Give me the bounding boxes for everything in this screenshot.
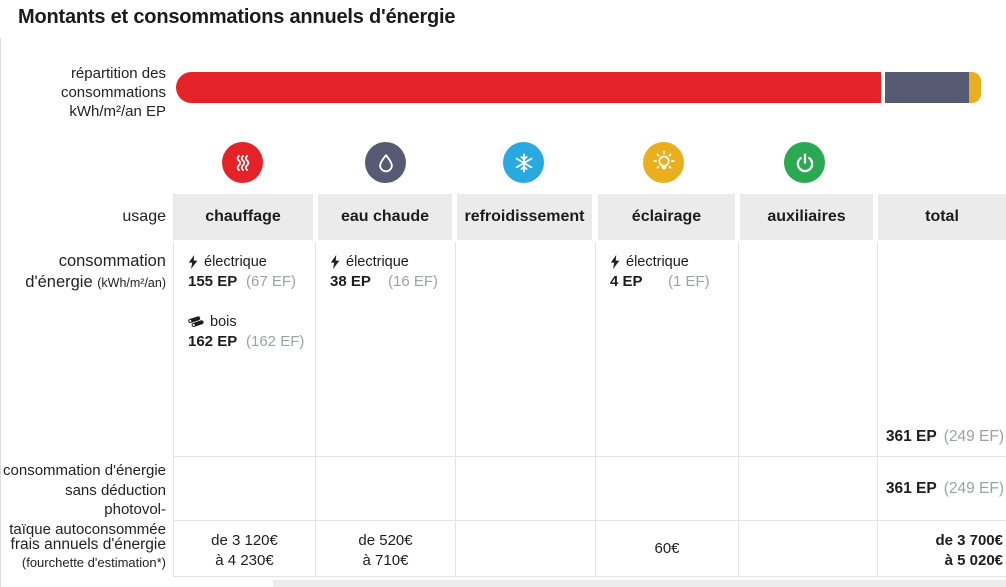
cell-total-without-pv: 361 EP (249 EF) bbox=[877, 457, 1006, 520]
source-line: électrique bbox=[610, 254, 732, 270]
source-label: bois bbox=[210, 314, 237, 330]
electric-bolt-icon bbox=[610, 255, 620, 269]
total-ef-value: (249 EF) bbox=[943, 428, 1004, 445]
page-title: Montants et consommations annuels d'éner… bbox=[18, 6, 456, 28]
value-line: 155 EP (67 EF) bbox=[188, 273, 309, 290]
unit-label: (kWh/m²/an) bbox=[97, 276, 166, 290]
cell-eclairage-consumption: électrique 4 EP (1 EF) bbox=[595, 242, 738, 456]
value-line: 162 EP (162 EF) bbox=[188, 333, 309, 350]
column-header-eau-chaude: eau chaude bbox=[318, 194, 452, 240]
table-row-annual-costs: de 3 120€ à 4 230€ de 520€ à 710€ 60€ de… bbox=[173, 521, 1006, 577]
cost-total-value: de 3 700€ à 5 020€ bbox=[935, 532, 1003, 569]
cell-refroidissement-consumption bbox=[455, 242, 595, 456]
bar-segment-eclairage bbox=[969, 72, 981, 103]
value-line: 4 EP (1 EF) bbox=[610, 273, 732, 290]
label-line: (fourchette d'estimation*) bbox=[21, 555, 166, 570]
cost-value: 60€ bbox=[654, 540, 680, 557]
label-line: consommation bbox=[58, 252, 166, 270]
column-header-eclairage: éclairage bbox=[598, 194, 735, 240]
total-value: 361 EP (249 EF) bbox=[886, 428, 1004, 446]
label-line: d'énergie (kWh/m²/an) bbox=[25, 273, 166, 291]
without-pv-row-label: consommation d'énergie sans déduction ph… bbox=[0, 461, 166, 539]
source-line: bois bbox=[188, 314, 309, 330]
table-row-without-pv: 361 EP (249 EF) bbox=[173, 457, 1006, 521]
cell-total-consumption: 361 EP (249 EF) bbox=[877, 242, 1006, 456]
total-ep-value: 361 EP bbox=[885, 479, 937, 497]
consumption-distribution-bar bbox=[176, 72, 981, 103]
total-value: 361 EP (249 EF) bbox=[878, 457, 1006, 520]
cell-auxiliaires-without-pv bbox=[738, 457, 877, 520]
heating-icon bbox=[222, 142, 263, 183]
cell-auxiliaires-cost bbox=[738, 521, 877, 576]
cell-eclairage-cost: 60€ bbox=[595, 521, 738, 576]
left-border-line bbox=[0, 38, 1, 587]
ef-value: (1 EF) bbox=[668, 273, 710, 290]
energy-entry: bois 162 EP (162 EF) bbox=[188, 314, 309, 350]
ep-value: 155 EP bbox=[188, 273, 238, 290]
cell-eclairage-without-pv bbox=[595, 457, 738, 520]
bar-label-line: répartition des bbox=[70, 65, 166, 82]
energy-entry: électrique 38 EP (16 EF) bbox=[330, 254, 449, 290]
electric-bolt-icon bbox=[188, 255, 198, 269]
bar-segment-chauffage bbox=[176, 72, 881, 103]
energy-table-body: électrique 155 EP (67 EF) bbox=[173, 242, 1006, 577]
wood-logs-icon bbox=[188, 316, 204, 327]
label-line: taïque autoconsommée bbox=[9, 520, 166, 538]
hot-water-icon bbox=[365, 142, 406, 183]
cost-value: de 520€ à 710€ bbox=[358, 532, 413, 569]
cell-eau-chaude-consumption: électrique 38 EP (16 EF) bbox=[315, 242, 455, 456]
ef-value: (162 EF) bbox=[246, 333, 305, 350]
source-label: électrique bbox=[626, 254, 689, 270]
cell-eau-chaude-without-pv bbox=[315, 457, 455, 520]
source-line: électrique bbox=[188, 254, 309, 270]
ef-value: (16 EF) bbox=[388, 273, 439, 290]
cell-chauffage-consumption: électrique 155 EP (67 EF) bbox=[173, 242, 315, 456]
total-ep-value: 361 EP bbox=[885, 428, 937, 445]
source-label: électrique bbox=[346, 254, 409, 270]
bar-label-line: kWh/m²/an EP bbox=[69, 103, 166, 120]
column-header-chauffage: chauffage bbox=[173, 194, 313, 240]
bar-segment-eau-chaude bbox=[885, 72, 969, 103]
label-line: sans déduction photovol- bbox=[65, 481, 166, 519]
ep-value: 38 EP bbox=[330, 273, 371, 290]
distribution-bar-label: répartition des consommations kWh/m²/an … bbox=[0, 64, 166, 121]
bar-label-line: consommations bbox=[60, 84, 166, 101]
column-header-refroidissement: refroidissement bbox=[457, 194, 592, 240]
cell-chauffage-without-pv bbox=[173, 457, 315, 520]
energy-entry: électrique 4 EP (1 EF) bbox=[610, 254, 732, 290]
cooling-icon bbox=[503, 142, 544, 183]
cell-chauffage-cost: de 3 120€ à 4 230€ bbox=[173, 521, 315, 576]
cell-refroidissement-without-pv bbox=[455, 457, 595, 520]
source-label: électrique bbox=[204, 254, 267, 270]
electric-bolt-icon bbox=[330, 255, 340, 269]
table-row-consumption: électrique 155 EP (67 EF) bbox=[173, 242, 1006, 457]
cell-eau-chaude-cost: de 520€ à 710€ bbox=[315, 521, 455, 576]
annual-costs-row-label: frais annuels d'énergie (fourchette d'es… bbox=[0, 535, 166, 571]
ep-value: 162 EP bbox=[188, 333, 238, 350]
cell-auxiliaires-consumption bbox=[738, 242, 877, 456]
total-ef-value: (249 EF) bbox=[943, 479, 1004, 497]
next-section-band bbox=[273, 580, 1006, 587]
column-header-total: total bbox=[878, 194, 1006, 240]
cost-value: de 3 120€ à 4 230€ bbox=[211, 532, 278, 569]
cell-refroidissement-cost bbox=[455, 521, 595, 576]
column-header-auxiliaires: auxiliaires bbox=[740, 194, 873, 240]
value-line: 38 EP (16 EF) bbox=[330, 273, 449, 290]
cell-total-cost: de 3 700€ à 5 020€ bbox=[877, 521, 1006, 576]
label-line: frais annuels d'énergie bbox=[10, 536, 166, 553]
label-line: consommation d'énergie bbox=[3, 462, 166, 479]
energy-entry: électrique 155 EP (67 EF) bbox=[188, 254, 309, 290]
consumption-row-label: consommation d'énergie (kWh/m²/an) bbox=[0, 251, 166, 294]
source-line: électrique bbox=[330, 254, 449, 270]
ef-value: (67 EF) bbox=[246, 273, 297, 290]
lighting-icon bbox=[643, 142, 684, 183]
ep-value: 4 EP bbox=[610, 273, 643, 290]
usage-row-label: usage bbox=[122, 208, 166, 225]
auxiliaries-icon bbox=[784, 142, 825, 183]
